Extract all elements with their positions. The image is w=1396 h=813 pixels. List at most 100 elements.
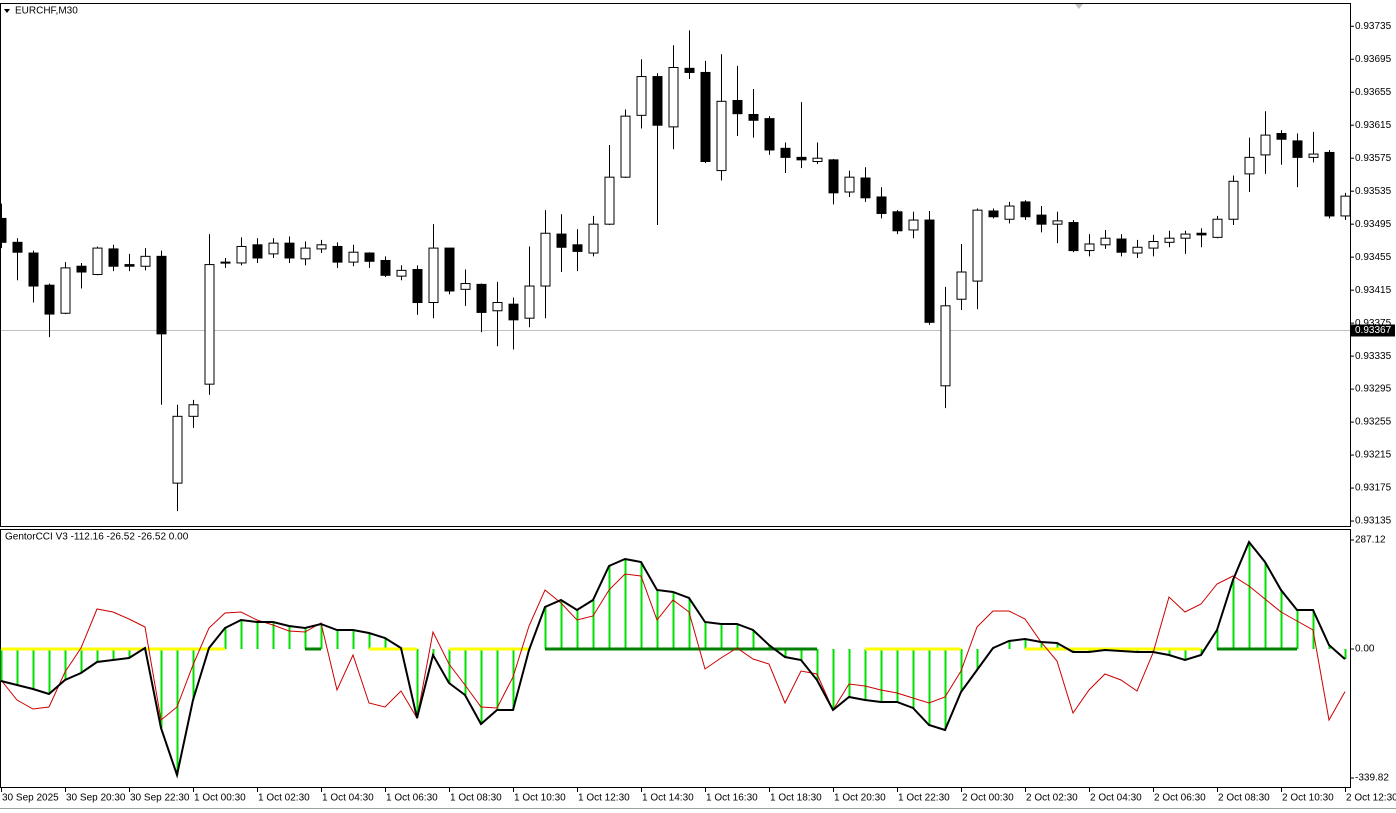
bear-candle xyxy=(1116,238,1127,253)
bull-candle xyxy=(316,244,327,250)
x-tick-label: 30 Sep 22:30 xyxy=(130,793,190,804)
bear-candle xyxy=(732,99,743,115)
bear-candle xyxy=(476,283,487,313)
bear-candle xyxy=(652,76,663,126)
bull-candle xyxy=(1260,134,1271,156)
bull-candle xyxy=(492,302,503,312)
signal-line xyxy=(0,573,1346,722)
x-tick-label: 2 Oct 00:30 xyxy=(962,793,1014,804)
bull-candle xyxy=(1132,246,1143,254)
y-tick-label: 287.12 xyxy=(1355,535,1386,546)
bear-candle xyxy=(364,252,375,262)
bear-candle xyxy=(1068,222,1079,252)
y-tick-label: -339.82 xyxy=(1355,773,1389,784)
bear-candle xyxy=(28,252,39,287)
bull-candle xyxy=(60,267,71,314)
chart-title: EURCHF,M30 xyxy=(15,6,78,17)
bear-candle xyxy=(924,219,935,323)
x-tick-label: 1 Oct 18:30 xyxy=(770,793,822,804)
bull-candle xyxy=(428,247,439,304)
x-tick-label: 1 Oct 04:30 xyxy=(322,793,374,804)
y-tick-label: 0.93335 xyxy=(1355,351,1392,362)
symbol-menu-arrow[interactable] xyxy=(4,9,10,13)
y-tick-label: 0.93695 xyxy=(1355,54,1392,65)
x-tick-label: 2 Oct 08:30 xyxy=(1218,793,1270,804)
bear-candle xyxy=(556,233,567,248)
bull-candle xyxy=(204,264,215,385)
bull-candle xyxy=(92,247,103,275)
y-tick-label: 0.93535 xyxy=(1355,186,1392,197)
bull-candle xyxy=(140,255,151,267)
bear-candle xyxy=(76,265,87,273)
bull-candle xyxy=(636,76,647,116)
y-tick-label: 0.93375 xyxy=(1355,318,1392,329)
bear-candle xyxy=(332,245,343,263)
bear-candle xyxy=(700,71,711,163)
x-tick-label: 1 Oct 00:30 xyxy=(194,793,246,804)
bear-candle xyxy=(1276,132,1287,140)
bull-candle xyxy=(268,242,279,255)
y-tick-label: 0.93295 xyxy=(1355,384,1392,395)
y-tick-label: 0.93255 xyxy=(1355,417,1392,428)
bull-candle xyxy=(188,404,199,417)
current-price-box xyxy=(1351,324,1395,337)
bull-candle xyxy=(220,261,231,264)
y-tick-label: 0.93735 xyxy=(1355,21,1392,32)
bull-candle xyxy=(604,176,615,225)
bull-candle xyxy=(1212,218,1223,238)
bull-candle xyxy=(540,232,551,287)
bull-candle xyxy=(1100,237,1111,246)
bull-candle xyxy=(396,269,407,277)
bear-candle xyxy=(892,211,903,232)
shift-marker xyxy=(1075,4,1083,9)
bear-candle xyxy=(572,244,583,252)
indicator-title: GentorCCI V3 -112.16 -26.52 -26.52 0.00 xyxy=(5,532,189,543)
bull-candle xyxy=(1340,195,1351,217)
bear-candle xyxy=(1036,214,1047,225)
bear-candle xyxy=(508,303,519,321)
x-tick-label: 1 Oct 22:30 xyxy=(898,793,950,804)
x-tick-label: 1 Oct 02:30 xyxy=(258,793,310,804)
y-tick-label: 0.93615 xyxy=(1355,120,1392,131)
x-tick-label: 1 Oct 14:30 xyxy=(642,793,694,804)
bear-candle xyxy=(380,259,391,276)
bull-candle xyxy=(348,251,359,263)
bull-candle xyxy=(460,283,471,290)
bull-candle xyxy=(972,209,983,282)
price-frame xyxy=(0,3,1351,527)
bear-candle xyxy=(108,248,119,267)
bear-candle xyxy=(748,114,759,121)
bull-candle xyxy=(956,271,967,300)
bear-candle xyxy=(124,264,135,267)
bull-candle xyxy=(1164,237,1175,243)
y-tick-label: 0.93655 xyxy=(1355,87,1392,98)
bear-candle xyxy=(988,210,999,218)
bear-candle xyxy=(860,177,871,199)
cci-line xyxy=(0,540,1346,779)
y-tick-label: 0.93175 xyxy=(1355,483,1392,494)
x-tick-label: 1 Oct 12:30 xyxy=(578,793,630,804)
bull-candle xyxy=(588,223,599,254)
x-tick-label: 2 Oct 02:30 xyxy=(1026,793,1078,804)
bear-candle xyxy=(12,241,23,253)
bull-candle xyxy=(1244,156,1255,175)
bear-candle xyxy=(796,156,807,161)
bear-candle xyxy=(1292,140,1303,158)
bull-candle xyxy=(524,285,535,319)
bear-candle xyxy=(284,242,295,259)
current-price-label: 0.93367 xyxy=(1355,325,1392,336)
bear-candle xyxy=(252,244,263,259)
bull-candle xyxy=(716,100,727,172)
x-tick-label: 1 Oct 20:30 xyxy=(834,793,886,804)
bull-candle xyxy=(1084,243,1095,252)
y-tick-label: 0.93215 xyxy=(1355,450,1392,461)
x-tick-label: 1 Oct 06:30 xyxy=(386,793,438,804)
bull-candle xyxy=(812,157,823,163)
bear-candle xyxy=(444,247,455,292)
bear-candle xyxy=(764,118,775,151)
bull-candle xyxy=(1308,153,1319,158)
x-tick-label: 2 Oct 06:30 xyxy=(1154,793,1206,804)
